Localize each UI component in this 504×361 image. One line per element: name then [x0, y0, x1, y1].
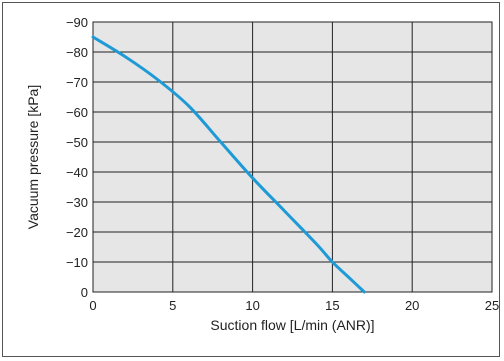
y-tick-label: −90: [66, 15, 88, 30]
x-tick-label: 15: [325, 298, 339, 313]
y-tick-label: 0: [81, 285, 88, 300]
y-tick-label: −30: [66, 195, 88, 210]
x-tick-label: 10: [245, 298, 259, 313]
grid-lines: [93, 22, 492, 292]
x-tick-label: 0: [89, 298, 96, 313]
x-tick-label: 5: [169, 298, 176, 313]
y-tick-label: −40: [66, 165, 88, 180]
y-tick-label: −80: [66, 45, 88, 60]
series-line-0: [91, 35, 366, 294]
y-tick-labels: 0 −10 −20 −30 −40 −50 −60 −70 −80 −90: [66, 15, 88, 300]
x-axis-label: Suction flow [L/min (ANR)]: [210, 317, 374, 333]
x-tick-label: 25: [485, 298, 499, 313]
y-tick-label: −60: [66, 105, 88, 120]
x-tick-label: 20: [405, 298, 419, 313]
y-tick-label: −20: [66, 225, 88, 240]
y-axis-label: Vacuum pressure [kPa]: [25, 85, 41, 229]
x-tick-labels: 0 5 10 15 20 25: [89, 298, 499, 313]
y-tick-label: −50: [66, 135, 88, 150]
y-tick-label: −70: [66, 75, 88, 90]
plot-area: [92, 21, 493, 293]
y-tick-label: −10: [66, 255, 88, 270]
series-layer: [91, 35, 366, 294]
